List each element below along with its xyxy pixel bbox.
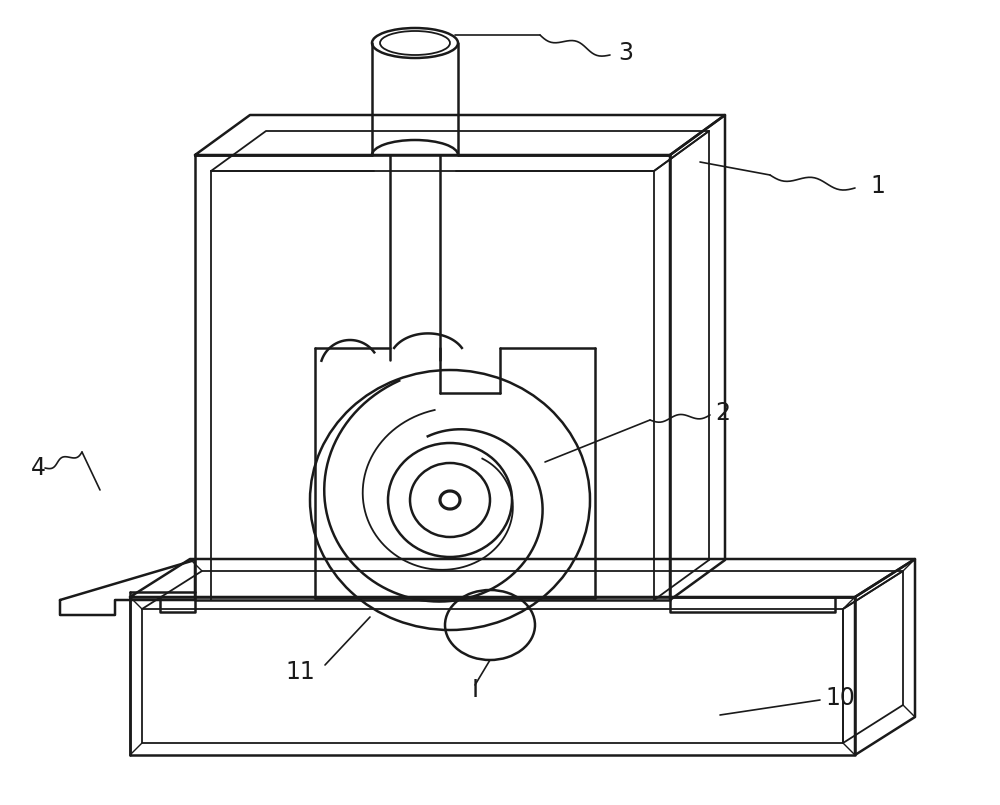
Text: 11: 11 bbox=[285, 660, 315, 684]
Text: 4: 4 bbox=[30, 456, 46, 480]
Text: 10: 10 bbox=[825, 686, 855, 710]
Text: 1: 1 bbox=[870, 174, 885, 198]
Text: 3: 3 bbox=[618, 41, 633, 65]
Text: I: I bbox=[471, 678, 479, 702]
Text: 2: 2 bbox=[715, 401, 730, 425]
